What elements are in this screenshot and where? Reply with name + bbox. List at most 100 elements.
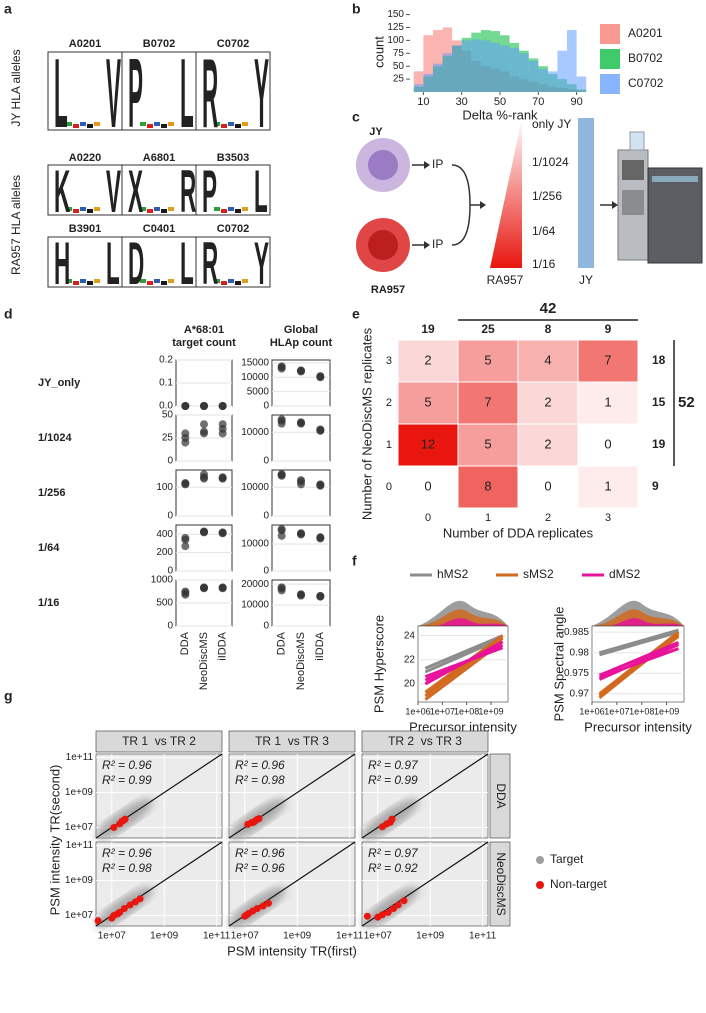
cell-label: RA957 xyxy=(371,284,405,296)
dot xyxy=(277,525,286,534)
heat-cell xyxy=(577,423,639,467)
x-tick-label: 50 xyxy=(494,96,506,108)
x-tick-label: 1e+09 xyxy=(654,706,679,716)
x-axis-label: Delta %-rank xyxy=(462,107,538,122)
dot xyxy=(181,402,190,410)
arrow-head xyxy=(424,161,430,169)
heat-cell xyxy=(457,423,519,467)
logo-letter: L xyxy=(254,158,268,226)
strip-label: NeoDiscMS xyxy=(494,852,508,915)
dilution-label: 1/1024 xyxy=(532,155,569,169)
y-tick-label: 10000 xyxy=(241,482,269,493)
cell-label: 5 xyxy=(484,436,491,451)
y-tick-label: 1000 xyxy=(151,575,174,586)
logo-box xyxy=(195,51,271,131)
y-tick-label: 1e+07 xyxy=(65,910,94,921)
jy-bar xyxy=(578,118,594,268)
logo-filler xyxy=(228,279,234,283)
r2-label: R² = 0.96 xyxy=(102,758,152,772)
y-tick-label: 0.0 xyxy=(159,401,173,412)
cell-label: 5 xyxy=(424,394,431,409)
x-tick-label: 1e+09 xyxy=(478,706,503,716)
strip xyxy=(361,730,489,753)
logo-filler xyxy=(140,207,146,211)
dot xyxy=(218,473,227,482)
y-tick-label: 10000 xyxy=(241,600,269,611)
y-tick-label: 0.1 xyxy=(159,378,173,389)
panel-label: f xyxy=(352,553,357,569)
strip-label: TR 1 vs TR 3 xyxy=(255,734,329,748)
logo-filler xyxy=(94,207,100,211)
logo-filler xyxy=(140,122,146,126)
strip-label: TR 2 vs TR 3 xyxy=(388,734,462,748)
logo-filler xyxy=(80,207,86,211)
cell-label: 2 xyxy=(424,352,431,367)
logo-filler xyxy=(235,209,241,213)
x-axis-label: Number of DDA replicates xyxy=(443,525,594,540)
x-tick-label: 1e+07 xyxy=(98,931,127,942)
non-target-point xyxy=(255,815,263,823)
logo-filler xyxy=(214,279,220,283)
y-tick-label: 10000 xyxy=(241,427,269,438)
logo-letter: P xyxy=(128,40,143,149)
logo-letter: R xyxy=(202,230,218,298)
y-tick-label: 20 xyxy=(404,679,416,690)
hist-bar xyxy=(547,71,558,92)
non-target-point xyxy=(120,905,128,913)
logo-filler xyxy=(168,207,174,211)
strip xyxy=(489,753,511,839)
cell-label: JY xyxy=(369,126,383,138)
logo-letter: K xyxy=(54,158,70,226)
logo-filler xyxy=(87,124,93,128)
dot xyxy=(316,372,325,381)
dot xyxy=(277,583,286,592)
logo-filler xyxy=(73,281,79,285)
dot xyxy=(218,420,227,429)
logo-filler xyxy=(228,122,234,126)
legend-swatch xyxy=(600,74,620,94)
y-axis-label: PSM Spectral angle xyxy=(551,607,566,722)
x-tick-label: 1e+09 xyxy=(283,931,312,942)
dot xyxy=(181,478,190,487)
y-tick-label: 1e+11 xyxy=(66,840,94,851)
r2-label: R² = 0.97 xyxy=(368,846,419,860)
logo-filler xyxy=(168,279,174,283)
density-area xyxy=(592,618,684,628)
logo-filler xyxy=(221,124,227,128)
hist-bar xyxy=(471,39,481,92)
group-total: 52 xyxy=(678,394,695,411)
cell-core xyxy=(368,230,398,260)
strip-label: DDA xyxy=(494,783,508,808)
density-area xyxy=(418,618,508,628)
column-total: 25 xyxy=(481,322,495,336)
allele-name: A6801 xyxy=(143,152,175,164)
cell-label: 2 xyxy=(544,436,551,451)
hist-bar xyxy=(423,35,433,92)
strip xyxy=(228,730,356,753)
y-axis-label: PSM Hyperscore xyxy=(371,615,386,713)
x-tick-label: 1e+09 xyxy=(416,931,445,942)
non-target-point xyxy=(264,899,272,907)
row-label: 1/256 xyxy=(38,487,66,499)
non-target-point xyxy=(110,823,118,831)
y-tick-label: 0.98 xyxy=(570,647,590,658)
r2-label: R² = 0.92 xyxy=(368,861,418,875)
logo-letter: P xyxy=(202,158,217,226)
ip-label: IP xyxy=(432,237,443,251)
hist-bar xyxy=(528,61,539,92)
arrow-head xyxy=(480,201,486,209)
y-tick-label: 125 xyxy=(387,22,404,33)
column-total: 19 xyxy=(421,322,435,336)
y-tick-label: 150 xyxy=(387,9,404,20)
x-axis-label: Precursor intensity xyxy=(409,719,517,734)
arrow-head xyxy=(424,241,430,249)
panel-label: e xyxy=(352,306,360,322)
logo-filler xyxy=(154,207,160,211)
y-tick-label: 0 xyxy=(167,456,173,467)
logo-letter: Y xyxy=(254,230,269,298)
heat-cell xyxy=(397,381,459,425)
heat-cell xyxy=(577,465,639,509)
strip xyxy=(489,841,511,927)
dilution-label: 1/16 xyxy=(532,257,556,271)
ip-label: IP xyxy=(432,157,443,171)
